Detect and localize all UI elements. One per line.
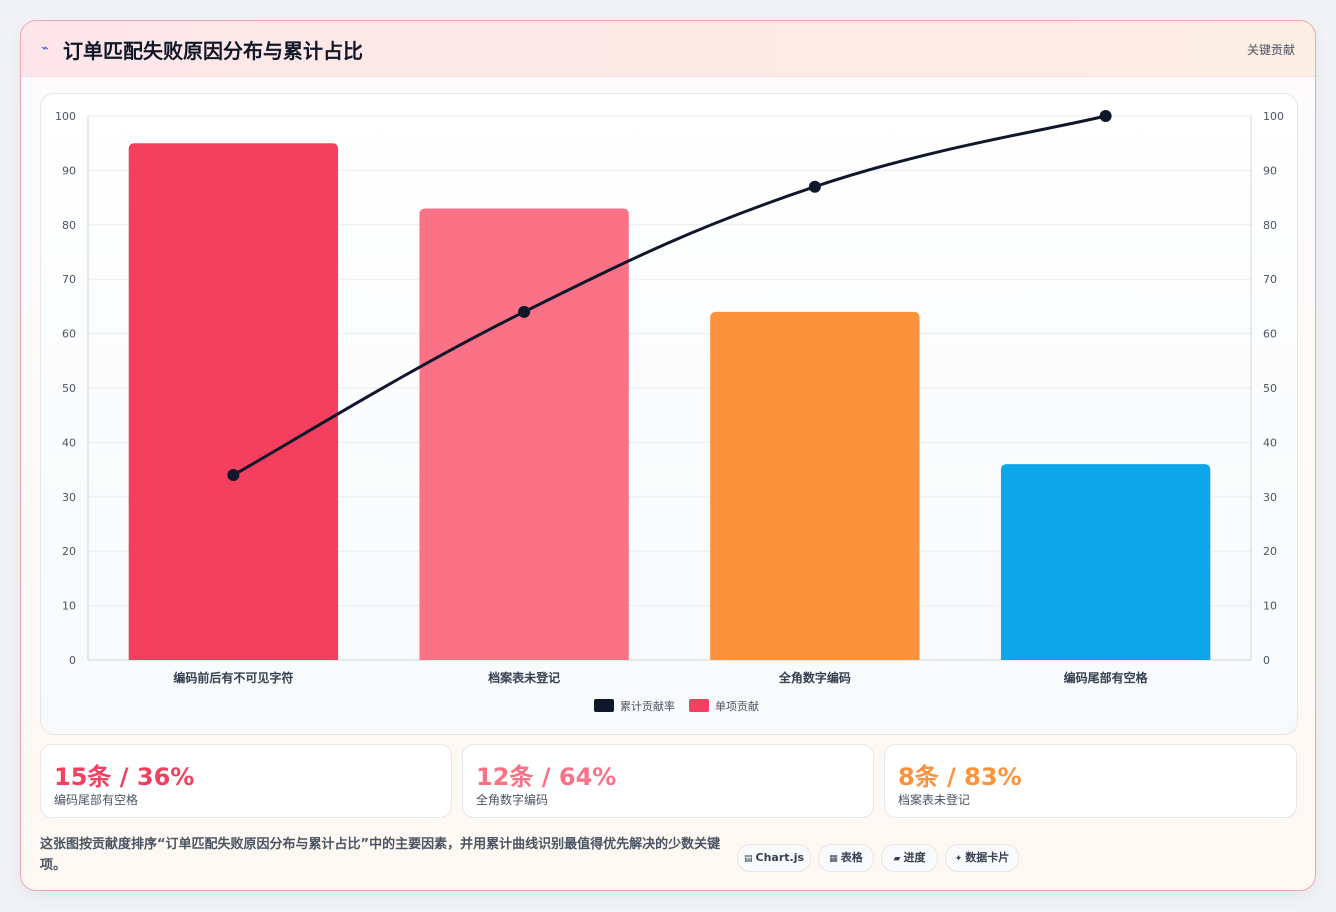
y2-tick-label: 80 <box>1263 219 1277 232</box>
chip-progress[interactable]: ▰ 进度 <box>881 844 938 872</box>
cumulative-point <box>227 469 240 482</box>
stat-label: 档案表未登记 <box>898 793 971 807</box>
y-tick-label: 20 <box>62 545 76 558</box>
y2-tick-label: 50 <box>1263 382 1277 395</box>
progress-icon: ▰ <box>893 854 901 864</box>
cumulative-point <box>518 305 531 318</box>
y2-tick-label: 90 <box>1263 164 1277 177</box>
chip-label: 表格 <box>840 851 863 864</box>
chip-label: 进度 <box>903 851 926 864</box>
card-header: ⌁ 订单匹配失败原因分布与累计占比 关键贡献 <box>21 21 1315 77</box>
stat-value: 15条 / 36% <box>54 763 195 791</box>
table-icon: ▦ <box>829 854 838 864</box>
y-tick-label: 100 <box>55 110 76 123</box>
y2-tick-label: 0 <box>1263 654 1270 667</box>
stat-value: 12条 / 64% <box>476 763 617 791</box>
y-tick-label: 10 <box>62 600 76 613</box>
legend-swatch <box>594 699 614 712</box>
legend-label: 单项贡献 <box>715 699 759 713</box>
y-tick-label: 60 <box>62 328 76 341</box>
stat-card-3: 8条 / 83% 档案表未登记 <box>884 744 1297 818</box>
y2-tick-label: 30 <box>1263 491 1277 504</box>
chip-label: Chart.js <box>755 851 805 864</box>
y2-tick-label: 70 <box>1263 273 1277 286</box>
x-tick-label: 编码前后有不可见字符 <box>172 670 293 685</box>
chip-chartjs[interactable]: ▤ Chart.js <box>737 844 811 872</box>
x-tick-label: 档案表未登记 <box>488 670 560 685</box>
header-tag: 关键贡献 <box>1246 43 1295 57</box>
cumulative-point <box>808 180 821 193</box>
bar <box>419 208 629 660</box>
chip-table[interactable]: ▦ 表格 <box>818 844 874 872</box>
chart-description: 这张图按贡献度排序“订单匹配失败原因分布与累计占比”中的主要因素，并用累计曲线识… <box>40 837 721 873</box>
bar <box>710 311 920 660</box>
y2-tick-label: 40 <box>1263 436 1277 449</box>
y2-tick-label: 60 <box>1263 328 1277 341</box>
y-tick-label: 0 <box>69 654 76 667</box>
cumulative-point <box>1099 110 1112 122</box>
pareto-chart: 0 0 10 10 20 20 30 30 40 40 50 50 60 60 70 70 80 80 90 90 10… <box>55 110 1284 713</box>
y2-tick-label: 20 <box>1263 545 1277 558</box>
y2-tick-label: 100 <box>1263 110 1284 123</box>
stat-label: 全角数字编码 <box>476 793 549 807</box>
legend-swatch <box>689 699 709 712</box>
chart-icon: ▤ <box>743 854 753 864</box>
pareto-card: ⌁ 订单匹配失败原因分布与累计占比 关键贡献 0 0 10 10 20 20 30 30 40 4… <box>20 20 1316 891</box>
stat-value: 8条 / 83% <box>898 763 1022 791</box>
bar <box>1000 464 1211 660</box>
sparkle-icon: ✦ <box>954 854 963 864</box>
stat-label: 编码尾部有空格 <box>54 793 139 807</box>
chip-label: 数据卡片 <box>965 851 1010 864</box>
y-tick-label: 70 <box>62 273 76 286</box>
x-tick-label: 全角数字编码 <box>778 670 851 685</box>
legend-label: 累计贡献率 <box>620 699 675 713</box>
y-tick-label: 50 <box>62 382 76 395</box>
chip-data-card[interactable]: ✦ 数据卡片 <box>945 844 1019 872</box>
y2-tick-label: 10 <box>1263 600 1277 613</box>
y-tick-label: 40 <box>62 436 76 449</box>
chart-container: 0 0 10 10 20 20 30 30 40 40 50 50 60 60 70 70 80 80 90 90 10… <box>40 93 1298 735</box>
stat-card-1: 15条 / 36% 编码尾部有空格 <box>40 744 452 818</box>
y-tick-label: 30 <box>62 491 76 504</box>
bar <box>128 143 339 660</box>
cumulative-line <box>232 114 1106 477</box>
y-tick-label: 90 <box>62 164 76 177</box>
page-title: 订单匹配失败原因分布与累计占比 <box>63 39 363 63</box>
x-tick-label: 编码尾部有空格 <box>1063 670 1149 685</box>
stat-card-2: 12条 / 64% 全角数字编码 <box>462 744 874 818</box>
y-tick-label: 80 <box>62 219 76 232</box>
lightning-icon: ⌁ <box>41 41 49 56</box>
